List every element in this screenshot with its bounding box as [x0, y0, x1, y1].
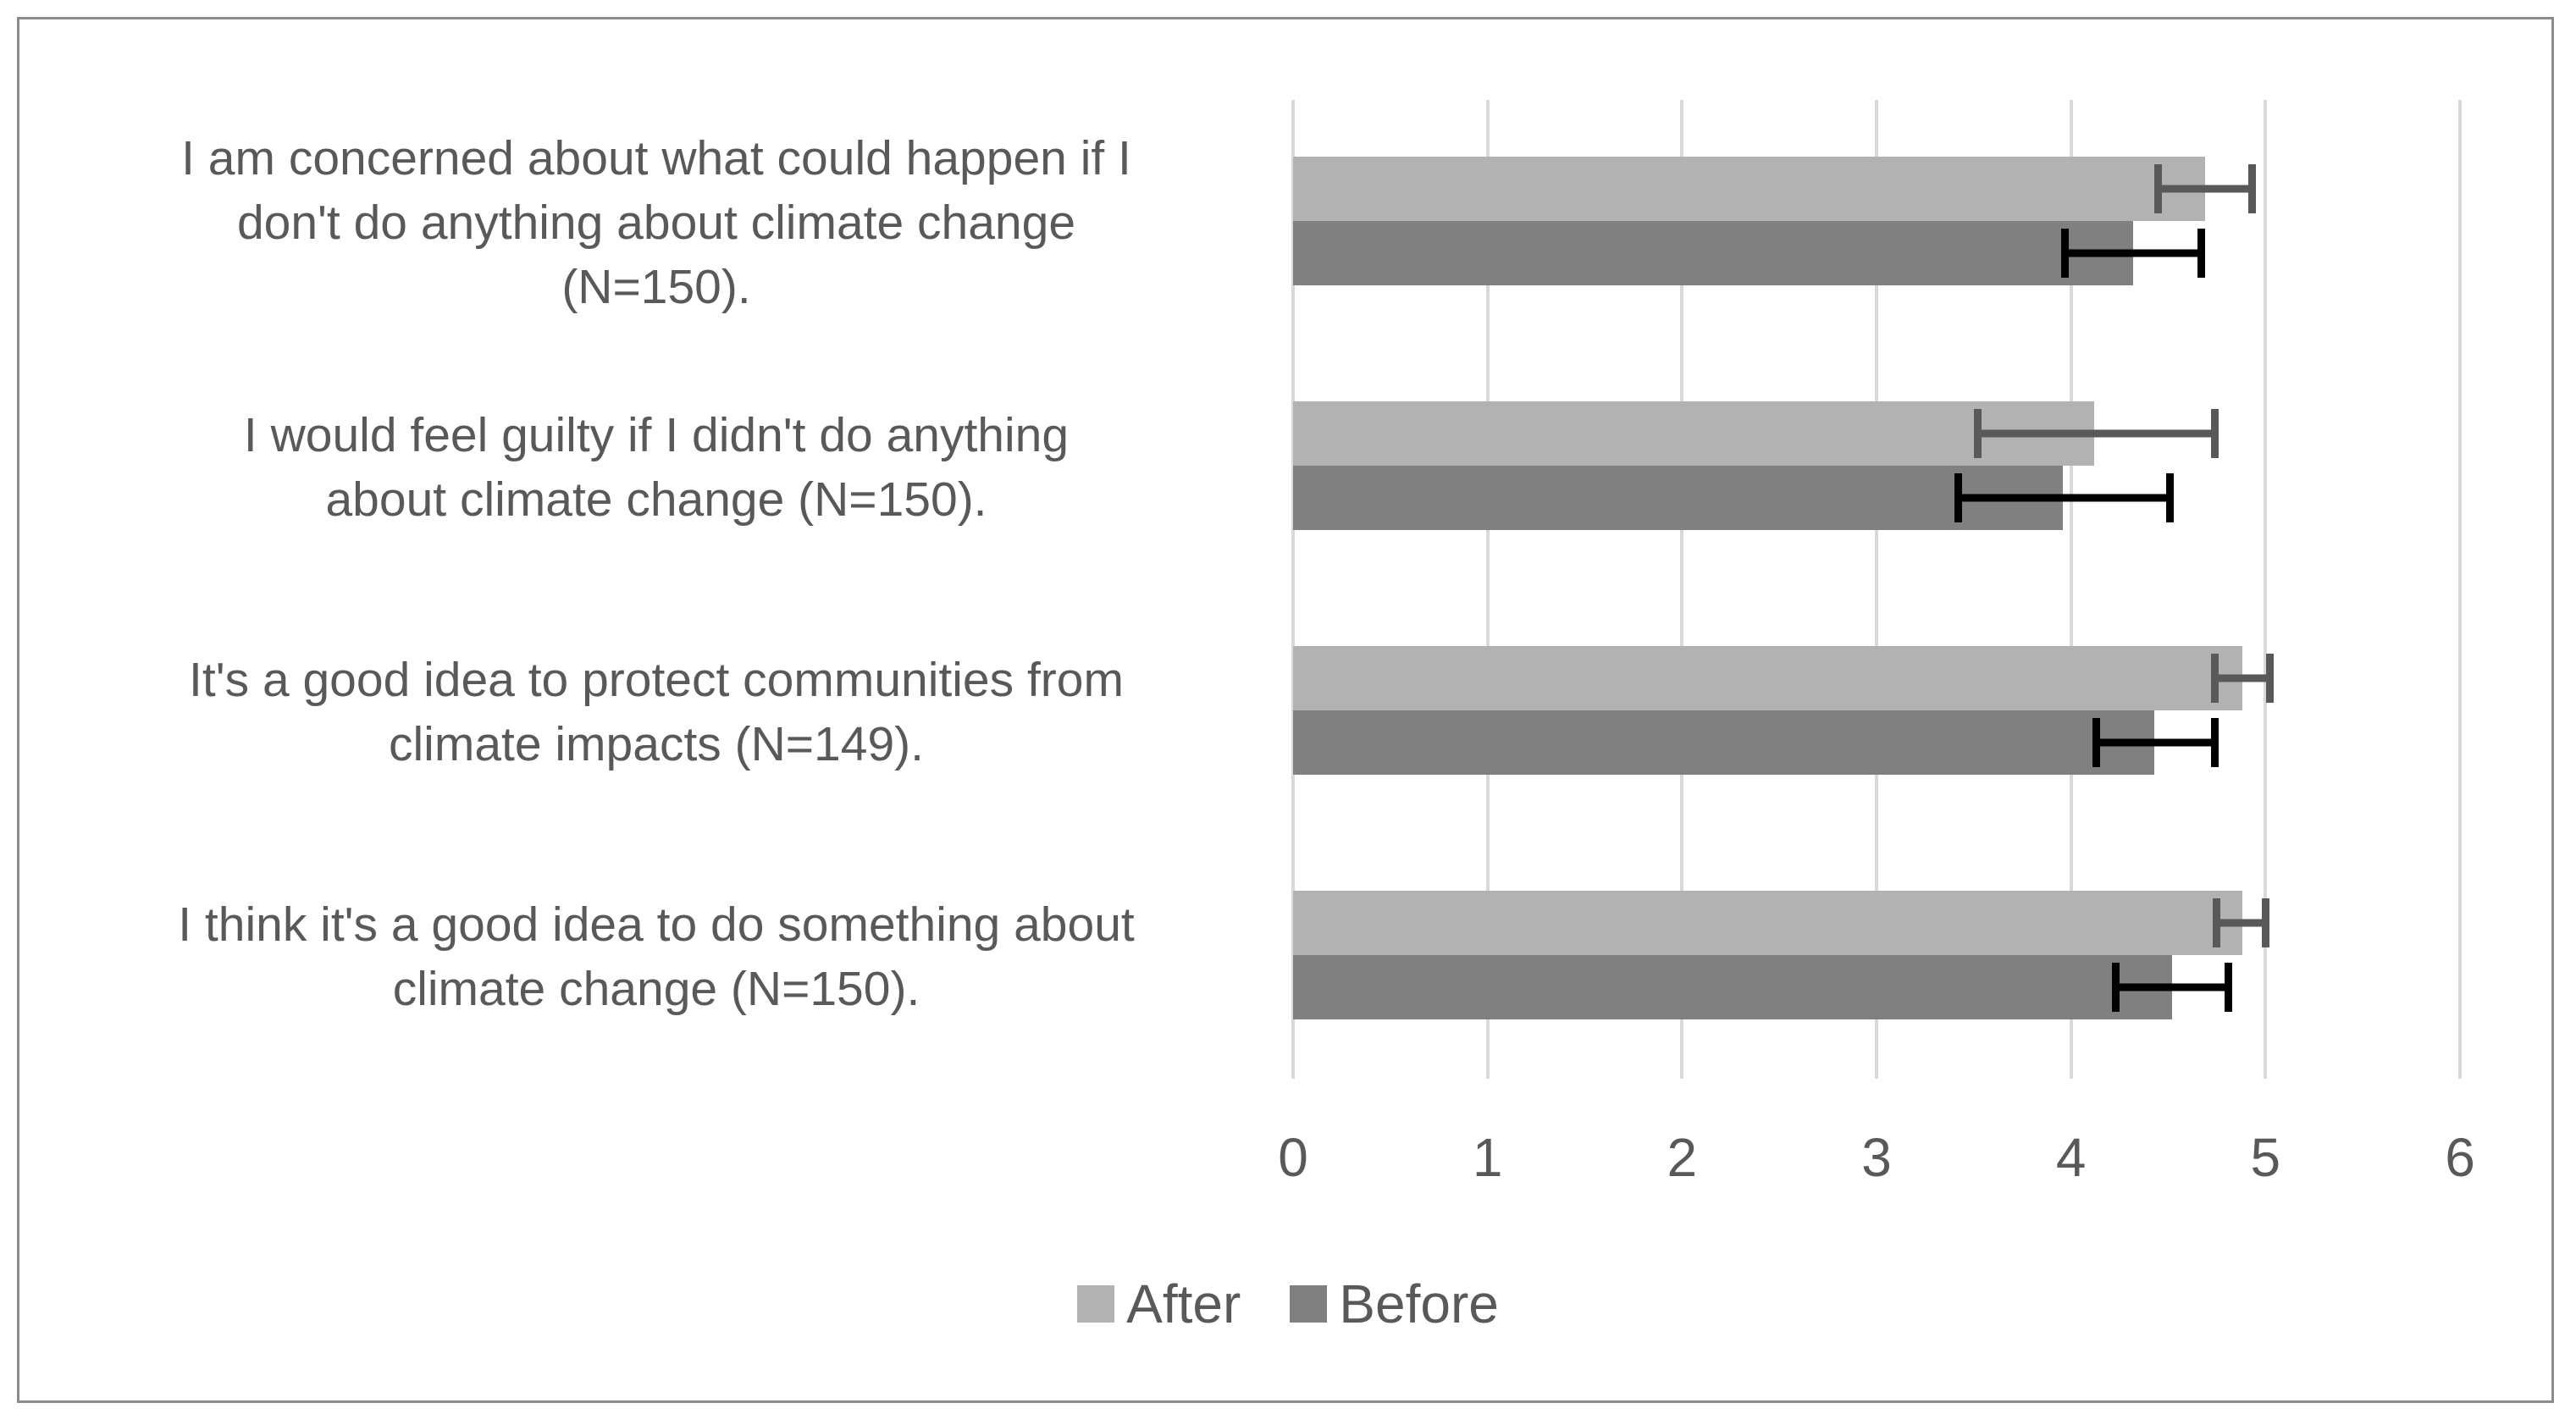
- error-line: [2111, 983, 2233, 991]
- x-tick-label: 2: [1667, 1127, 1698, 1188]
- bar-after: [1293, 157, 2206, 222]
- error-bar-after: [2213, 898, 2269, 948]
- error-bar-after: [2211, 654, 2274, 704]
- error-bar-before: [2111, 962, 2233, 1012]
- error-line: [2154, 185, 2256, 193]
- plot-area: [1291, 100, 2462, 1079]
- x-tick-label: 4: [2055, 1127, 2087, 1188]
- legend-label-after: After: [1126, 1273, 1241, 1334]
- bar-after: [1293, 646, 2242, 711]
- legend-label-before: Before: [1339, 1273, 1499, 1334]
- legend-item-after: After: [1077, 1273, 1241, 1335]
- error-line: [2211, 674, 2274, 682]
- legend: After Before: [0, 1268, 2576, 1339]
- bar-after: [1293, 891, 2242, 956]
- error-bar-before: [2092, 717, 2219, 767]
- category-row: [1293, 345, 2460, 589]
- category-label: I would feel guilty if I didn't do anyth…: [243, 407, 1070, 527]
- x-tick-label: 5: [2250, 1127, 2281, 1188]
- error-bar-after: [1973, 409, 2219, 459]
- x-axis: 0 1 2 3 4 5 6: [1278, 1126, 2475, 1202]
- category-row: [1293, 589, 2460, 834]
- error-line: [2061, 249, 2206, 257]
- category-label: I am concerned about what could happen i…: [181, 130, 1131, 314]
- gridline: [1875, 100, 1878, 1079]
- error-line: [1954, 494, 2175, 502]
- gridline: [1680, 100, 1684, 1079]
- bar-after: [1293, 401, 2095, 467]
- legend-swatch-after-icon: [1077, 1285, 1115, 1323]
- gridline: [2458, 100, 2462, 1079]
- gridline: [2069, 100, 2073, 1079]
- error-line: [2092, 738, 2219, 747]
- error-bar-before: [2061, 228, 2206, 278]
- gridline: [1291, 100, 1295, 1079]
- x-tick-label: 6: [2445, 1127, 2475, 1188]
- error-line: [2213, 919, 2269, 927]
- gridline: [1485, 100, 1490, 1079]
- legend-swatch-before-icon: [1290, 1285, 1328, 1323]
- x-tick-label: 3: [1861, 1127, 1892, 1188]
- error-bar-before: [1954, 472, 2175, 522]
- error-bar-after: [2154, 164, 2256, 214]
- bar-before: [1293, 221, 2134, 286]
- x-tick-label: 0: [1278, 1127, 1308, 1188]
- legend-item-before: Before: [1290, 1273, 1499, 1335]
- bar-before: [1293, 466, 2064, 531]
- category-row: [1293, 834, 2460, 1079]
- bar-before: [1293, 710, 2155, 776]
- category-label: I think it's a good idea to do something…: [178, 897, 1135, 1016]
- category-label: It's a good idea to protect communities …: [189, 652, 1124, 771]
- category-row: [1293, 100, 2460, 345]
- gridline: [2264, 100, 2268, 1079]
- x-tick-label: 1: [1472, 1127, 1503, 1188]
- bar-before: [1293, 955, 2173, 1020]
- error-line: [1973, 429, 2219, 438]
- category-axis-labels: I am concerned about what could happen i…: [34, 100, 1279, 1079]
